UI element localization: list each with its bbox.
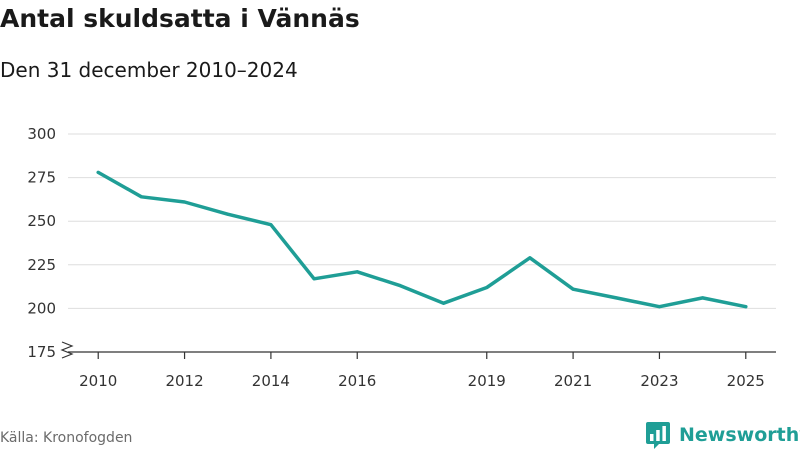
data-point xyxy=(398,284,402,288)
y-tick-label: 225 xyxy=(27,256,56,274)
data-point xyxy=(657,305,661,309)
data-point xyxy=(614,296,618,300)
series-layer xyxy=(96,170,748,309)
x-tick-label: 2014 xyxy=(252,372,290,390)
data-point xyxy=(312,277,316,281)
data-point xyxy=(744,305,748,309)
x-tick-label: 2012 xyxy=(165,372,203,390)
series-line xyxy=(96,170,748,309)
axis-break-icon xyxy=(60,341,74,359)
data-point xyxy=(139,195,143,199)
data-point xyxy=(269,223,273,227)
x-tick-label: 2025 xyxy=(727,372,765,390)
x-tick-label: 2021 xyxy=(554,372,592,390)
data-point xyxy=(485,285,489,289)
x-tick-label: 2010 xyxy=(79,372,117,390)
x-axis: 2010 2012 2014 2016 2019 2021 2023 2025 xyxy=(79,352,765,390)
chart-title: Antal skuldsatta i Vännäs xyxy=(0,4,360,33)
chart-subtitle: Den 31 december 2010–2024 xyxy=(0,58,298,82)
x-tick-label: 2023 xyxy=(640,372,678,390)
grid-lines xyxy=(68,133,776,353)
y-tick-label: 275 xyxy=(27,169,56,187)
brand-logo: Newsworthy xyxy=(645,420,800,450)
y-tick-label: 200 xyxy=(27,299,56,317)
source-note: Källa: Kronofogden xyxy=(0,430,133,446)
y-tick-label: 250 xyxy=(27,212,56,230)
y-axis: 300 275 250 225 200 175 xyxy=(27,125,56,361)
data-point xyxy=(701,296,705,300)
axis-break-zigzag xyxy=(60,341,74,359)
x-tick-label: 2016 xyxy=(338,372,376,390)
data-point xyxy=(442,301,446,305)
brand-name: Newsworthy xyxy=(679,424,800,446)
data-point xyxy=(96,170,100,174)
data-point xyxy=(528,256,532,260)
data-point xyxy=(183,200,187,204)
bar-chart-speech-bubble-icon xyxy=(646,422,670,449)
data-point xyxy=(226,212,230,216)
y-tick-label: 300 xyxy=(27,125,56,143)
x-tick-label: 2019 xyxy=(468,372,506,390)
y-tick-label: 175 xyxy=(27,343,56,361)
data-point xyxy=(571,287,575,291)
data-point xyxy=(355,270,359,274)
